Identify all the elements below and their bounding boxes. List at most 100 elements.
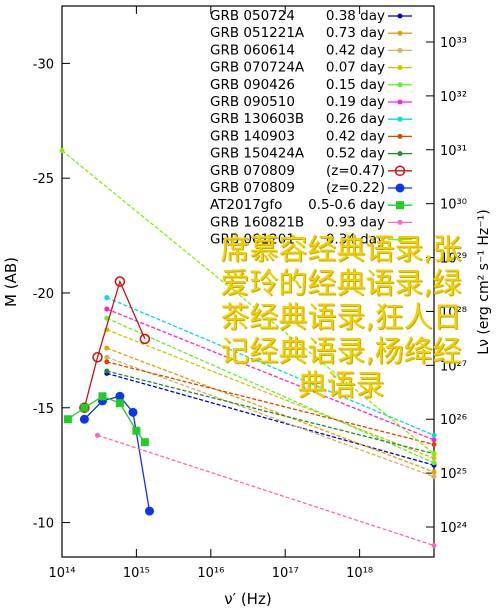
- data-point: [140, 438, 149, 447]
- legend-marker: [397, 219, 403, 225]
- legend-marker: [397, 30, 403, 36]
- legend-entry-name: GRB 150424A: [210, 146, 305, 162]
- data-point: [139, 333, 151, 345]
- legend-entry-name: GRB 050724: [210, 8, 295, 24]
- legend-entry-name: GRB 070724A: [210, 60, 305, 76]
- series-line: [106, 370, 435, 455]
- data-point: [145, 506, 155, 516]
- data-point: [431, 451, 437, 457]
- series-line: [106, 308, 435, 441]
- x-axis-label: ν′ (Hz): [224, 590, 271, 608]
- legend-marker: [397, 151, 403, 157]
- legend-entry-name: GRB 051221A: [210, 25, 305, 41]
- legend-entry-name: GRB 090426: [210, 77, 295, 93]
- data-point: [92, 352, 103, 363]
- data-point: [79, 414, 89, 424]
- data-point: [431, 432, 437, 438]
- legend-entry-detail: (z=0.47): [326, 163, 385, 179]
- series-line: [97, 434, 435, 547]
- y2-tick-label: 10³¹: [440, 144, 467, 159]
- data-point: [79, 402, 90, 414]
- data-point: [104, 345, 110, 351]
- legend-marker: [397, 116, 403, 122]
- data-point: [431, 442, 437, 448]
- series-line: [106, 372, 435, 466]
- legend-marker: [395, 183, 405, 193]
- data-point: [431, 437, 437, 443]
- legend-entry-detail: 0.19 day: [326, 94, 385, 110]
- series-line: [106, 296, 435, 436]
- legend-entry-name: GRB 060614: [210, 42, 295, 58]
- legend-entry-name: AT2017gfo: [210, 197, 282, 213]
- y2-tick-label: 10²⁶: [440, 413, 467, 428]
- data-point: [115, 391, 125, 401]
- legend-marker: [397, 82, 403, 88]
- data-point: [59, 148, 65, 154]
- legend-marker: [397, 65, 403, 71]
- data-point: [431, 469, 437, 475]
- legend-entry-detail: 0.42 day: [326, 128, 385, 144]
- legend-marker: [396, 201, 404, 210]
- series-line: [106, 356, 435, 478]
- legend-entry-detail: (z=0.22): [326, 180, 385, 196]
- data-point: [98, 392, 107, 401]
- legend-entry-name: GRB 140903: [210, 128, 295, 144]
- data-point: [431, 474, 437, 480]
- legend-entry-detail: 0.5-0.6 day: [308, 197, 385, 213]
- overlay-watermark-text: 席慕容经典语录,张爱玲的经典语录,绿茶经典语录,狂人日记经典语录,杨绛经典语录: [220, 232, 462, 402]
- legend-entry-detail: 0.38 day: [326, 8, 385, 24]
- legend-entry-name: GRB 130603B: [210, 111, 304, 127]
- legend-entry-name: GRB 070809: [210, 180, 295, 196]
- plot-frame: [61, 5, 435, 558]
- legend-entry-name: GRB 160821B: [210, 214, 304, 230]
- data-point: [431, 455, 437, 461]
- data-point: [94, 432, 100, 438]
- data-point: [63, 415, 72, 424]
- y2-tick-label: 10²⁷: [440, 359, 467, 374]
- legend-entry-detail: 0.15 day: [326, 77, 385, 93]
- y-tick-label: -30: [33, 57, 54, 72]
- data-point: [115, 399, 124, 408]
- legend-entry-detail: 0.73 day: [326, 25, 385, 41]
- legend-marker: [397, 99, 403, 105]
- y-tick-label: -25: [33, 172, 54, 187]
- legend-marker: [397, 133, 403, 139]
- legend-entry-detail: 0.34 day: [326, 232, 385, 248]
- series-line: [83, 395, 151, 512]
- y-tick-label: -15: [33, 402, 54, 417]
- series-layer: [59, 148, 437, 549]
- data-point: [104, 354, 110, 360]
- x-tick-label: 10¹⁸: [346, 566, 373, 581]
- x-tick-label: 10¹⁴: [49, 566, 76, 581]
- y-axis-label: M (AB): [2, 257, 20, 307]
- y-tick-label: -20: [33, 287, 54, 302]
- series-line: [106, 347, 435, 473]
- legend-entry-detail: 0.07 day: [326, 60, 385, 76]
- y2-tick-label: 10²⁴: [440, 521, 467, 536]
- x-tick-label: 10¹⁵: [123, 566, 150, 581]
- legend-entry-name: GRB 070809: [210, 163, 295, 179]
- y2-tick-label: 10²⁹: [440, 252, 467, 267]
- axis-ticks: 10¹⁴ 10¹⁵ 10¹⁶ 10¹⁷ 10¹⁸ -30 -25 -20 -15 -10 10³³ 1…: [33, 6, 467, 581]
- data-point: [114, 276, 126, 287]
- data-point: [132, 426, 141, 435]
- x-tick-label: 10¹⁷: [272, 566, 299, 581]
- legend: GRB 050724 0.38 day GRB 051221A 0.73 day GRB…: [210, 8, 412, 248]
- legend-entry-name: GRB 061201: [210, 232, 295, 248]
- legend-entry-detail: 0.52 day: [326, 146, 385, 162]
- y2-tick-label: 10³⁰: [440, 198, 467, 213]
- data-point: [128, 407, 138, 417]
- series-line: [67, 395, 146, 443]
- data-point: [104, 295, 110, 301]
- series-line: [61, 150, 435, 455]
- legend-entry-detail: 0.42 day: [326, 42, 385, 58]
- series-line: [83, 279, 146, 408]
- data-point: [104, 368, 110, 374]
- y2-tick-label: 10²⁸: [440, 305, 467, 320]
- legend-marker: [397, 13, 403, 19]
- y2-axis-label: Lν (erg cm² s⁻¹ Hz⁻¹): [476, 209, 492, 354]
- legend-entry-detail: 0.26 day: [326, 111, 385, 127]
- data-point: [431, 543, 437, 549]
- legend-marker: [397, 47, 403, 53]
